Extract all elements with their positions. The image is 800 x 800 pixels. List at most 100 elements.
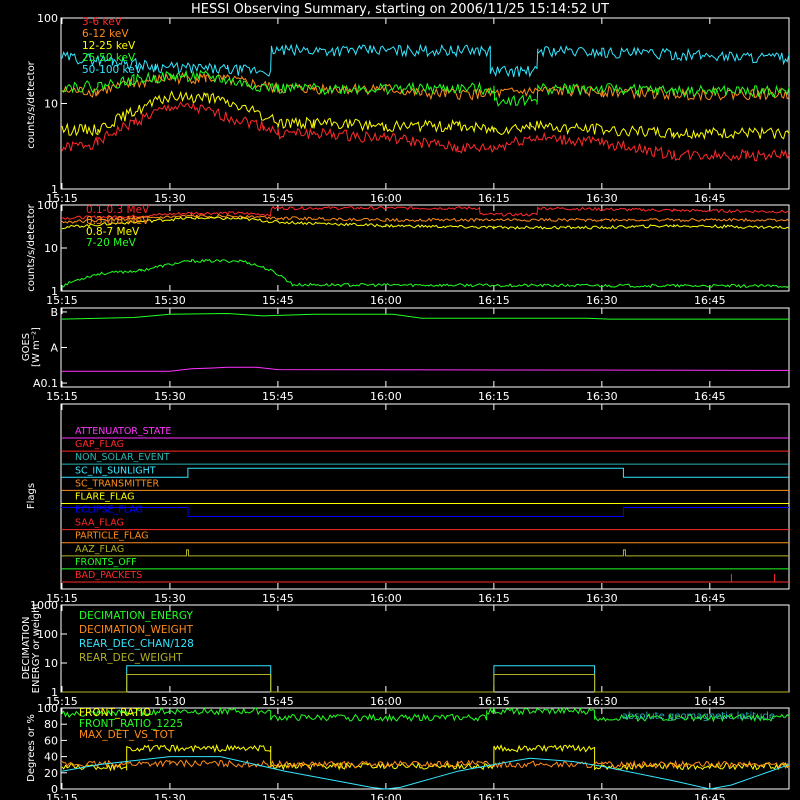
y-tick-label: A (50, 342, 58, 355)
flag-label: GAP_FLAG (75, 439, 124, 450)
x-tick-label: 16:00 (370, 592, 402, 605)
x-tick-label: 15:45 (262, 695, 294, 708)
series-line (61, 674, 789, 693)
legend-entry: REAR_DEC_CHAN/128 (79, 638, 194, 650)
flag-line (61, 507, 789, 518)
legend-entry: 0.3-0.8 MeV (86, 215, 150, 227)
flag-label: SC_TRANSMITTER (75, 478, 160, 489)
panel-6: 15:15 15:30 15:45 16:00 16:15 16:30 16:45 0 20 40… (26, 702, 790, 800)
legend-entry: 6-12 keV (82, 28, 129, 40)
flag-line (61, 574, 789, 583)
y-axis-label: counts/s/detector (26, 203, 37, 291)
x-tick-label: 15:30 (154, 592, 186, 605)
y-tick-label: 100 (37, 702, 58, 715)
x-tick-label: 16:45 (694, 192, 726, 205)
panel-3: 15:15 15:30 15:45 16:00 16:15 16:30 16:45 A0.1 A… (21, 306, 790, 403)
panel-4: 15:15 15:30 15:45 16:00 16:15 16:30 16:45 Flags… (26, 403, 790, 605)
x-tick-label: 16:45 (694, 592, 726, 605)
x-tick-label: 15:15 (46, 390, 78, 403)
x-tick-label: 16:45 (694, 294, 726, 307)
series-line (61, 674, 789, 693)
legend-entry: DECIMATION_WEIGHT (79, 624, 194, 636)
y-tick-label: 100 (37, 199, 58, 212)
legend-entry: 0.1-0.3 MeV (86, 204, 150, 216)
x-tick-label: 15:15 (46, 192, 78, 205)
legend-entry: 7-20 MeV (86, 237, 137, 249)
y-tick-label: 80 (44, 718, 58, 731)
legend-entry: DECIMATION_ENERGY (79, 610, 193, 622)
y-axis-label: counts/s/detector (26, 60, 37, 148)
flag-label: ATTENUATOR_STATE (75, 426, 171, 437)
flag-label: BAD_PACKETS (75, 570, 142, 581)
y-axis-label: DECIMATION (21, 616, 32, 679)
x-tick-label: 16:30 (586, 592, 618, 605)
series-line (61, 665, 789, 693)
x-tick-label: 16:30 (586, 792, 618, 800)
x-tick-label: 15:45 (262, 192, 294, 205)
y-tick-label: 1 (51, 285, 58, 298)
flag-label: FRONTS_OFF (75, 557, 137, 568)
x-tick-label: 16:00 (370, 192, 402, 205)
y-tick-label: 60 (44, 734, 58, 747)
y-tick-label: 10 (44, 242, 58, 255)
x-tick-label: 15:15 (46, 792, 78, 800)
legend-entry: FRONT_RATIO_1225 (79, 718, 183, 730)
x-tick-label: 16:15 (478, 792, 510, 800)
x-tick-label: 15:30 (154, 192, 186, 205)
y-axis-label: [W m⁻²] (31, 327, 42, 367)
panel-2: 15:15 15:30 15:45 16:00 16:15 16:30 16:45 1 10 10… (26, 199, 790, 307)
x-tick-label: 15:45 (262, 294, 294, 307)
flag-label: SC_IN_SUNLIGHT (75, 465, 156, 476)
x-tick-label: 16:45 (694, 792, 726, 800)
legend-entry: REAR_DEC_WEIGHT (79, 652, 183, 664)
flag-label: SAA_FLAG (75, 518, 124, 529)
series-line (61, 69, 790, 107)
x-tick-label: 15:45 (262, 592, 294, 605)
series-line (61, 43, 790, 78)
x-tick-label: 16:00 (370, 792, 402, 800)
y-tick-label: 1 (51, 183, 58, 196)
x-tick-label: 16:45 (694, 695, 726, 708)
series-line (61, 706, 790, 723)
flag-label: FLARE_FLAG (75, 491, 135, 502)
panel-frame (60, 707, 790, 790)
y-axis-label: Flags (26, 483, 37, 509)
series-line (61, 216, 790, 230)
annotation: absolute geomagnetic latitude (622, 711, 775, 722)
x-tick-label: 16:15 (478, 390, 510, 403)
legend-entry: 3-6 keV (82, 16, 123, 28)
panels: 15:15 15:30 15:45 16:00 16:15 16:30 16:4511010… (21, 12, 790, 800)
y-tick-label: 20 (44, 767, 58, 780)
x-tick-label: 16:15 (478, 592, 510, 605)
x-tick-label: 16:15 (478, 192, 510, 205)
series-line (61, 205, 790, 221)
x-tick-label: 15:30 (154, 294, 186, 307)
y-tick-label: 10 (44, 98, 58, 111)
y-axis-label: Degrees or % (26, 714, 37, 782)
panel-frame (60, 307, 790, 388)
flag-label: NON_SOLAR_EVENT (75, 452, 170, 463)
y-tick-label: 40 (44, 751, 58, 764)
x-tick-label: 16:00 (370, 390, 402, 403)
x-tick-label: 16:30 (586, 390, 618, 403)
legend-entry: 50-100 keV (82, 64, 143, 76)
y-tick-label: 10 (44, 657, 58, 670)
series-line (61, 756, 790, 790)
x-tick-label: 16:45 (694, 390, 726, 403)
flag-label: AAZ_FLAG (75, 544, 124, 555)
legend-entry: FRONT_RATIO (79, 707, 151, 719)
series-line (61, 214, 790, 224)
y-tick-label: 1000 (30, 599, 58, 612)
x-tick-label: 15:15 (46, 695, 78, 708)
y-tick-label: B (50, 306, 58, 319)
x-tick-label: 16:30 (586, 192, 618, 205)
x-tick-label: 16:00 (370, 695, 402, 708)
series-line (61, 366, 790, 372)
x-tick-label: 15:30 (154, 792, 186, 800)
x-tick-label: 16:00 (370, 294, 402, 307)
series-line (61, 312, 789, 320)
x-tick-label: 16:30 (586, 294, 618, 307)
series-line (61, 90, 790, 140)
y-tick-label: 1 (51, 686, 58, 699)
